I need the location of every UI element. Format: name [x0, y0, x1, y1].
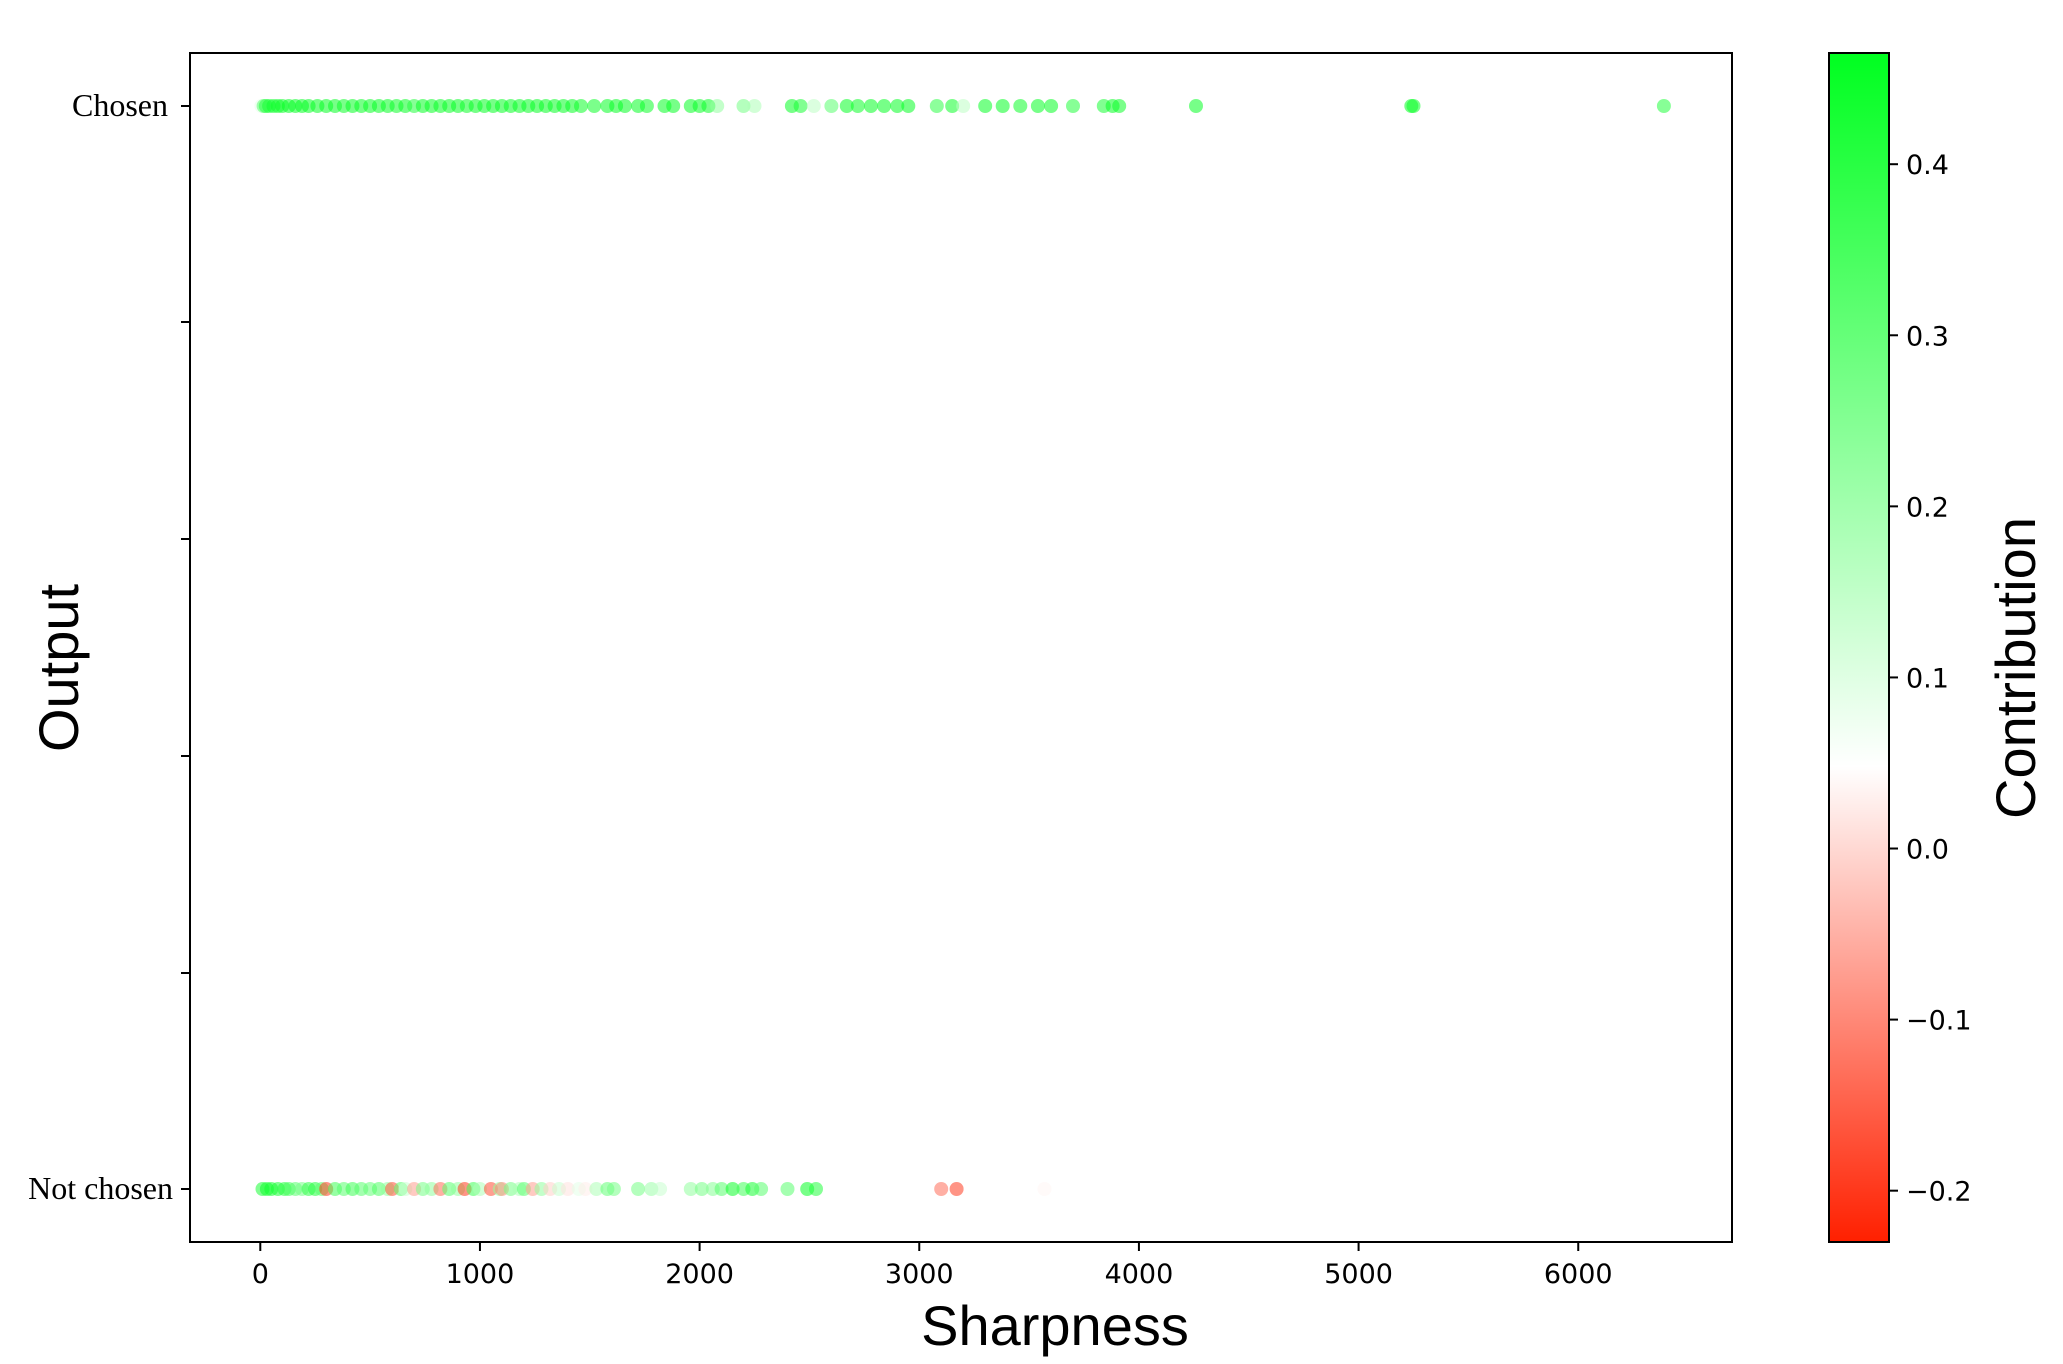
colorbar-axis: −0.2 −0.1 0.0 0.1 0.2 0.3 0.4: [1889, 150, 1972, 1208]
data-point: [934, 1182, 949, 1196]
data-point: [587, 99, 602, 113]
data-point: [714, 1182, 729, 1196]
data-point: [754, 1182, 769, 1196]
colorbar-tick-label: −0.2: [1906, 1177, 1972, 1208]
x-tick-label: 2000: [665, 1259, 734, 1290]
plot-area: [190, 53, 1732, 1242]
data-point: [560, 1182, 575, 1196]
x-tick-label: 6000: [1544, 1259, 1613, 1290]
x-tick-label: 1000: [446, 1259, 515, 1290]
data-point: [639, 99, 654, 113]
data-point: [683, 1182, 698, 1196]
data-point: [978, 99, 993, 113]
data-point: [578, 1182, 593, 1196]
data-point: [890, 99, 905, 113]
data-point: [1030, 99, 1045, 113]
points-layer: [254, 99, 1671, 1196]
data-point: [1037, 1182, 1052, 1196]
data-point: [929, 99, 944, 113]
colorbar-title: Contribution: [1984, 517, 2047, 819]
data-point: [653, 1182, 668, 1196]
data-point: [1112, 99, 1127, 113]
x-tick-label: 5000: [1324, 1259, 1393, 1290]
colorbar-tick-label: −0.1: [1906, 1006, 1972, 1037]
data-point: [839, 99, 854, 113]
colorbar-tick-label: 0.1: [1906, 663, 1949, 694]
data-point: [863, 99, 878, 113]
colorbar-tick-label: 0.4: [1906, 150, 1949, 181]
data-point: [1066, 99, 1080, 113]
data-point: [725, 1182, 740, 1196]
colorbar-tick-label: 0.3: [1906, 321, 1949, 352]
data-point: [747, 99, 762, 113]
colorbar-tick-label: 0.2: [1906, 492, 1949, 523]
data-point: [1406, 99, 1421, 113]
y-axis: Chosen Not chosen: [28, 87, 190, 1206]
data-point: [995, 99, 1010, 113]
data-point: [631, 1182, 646, 1196]
data-point: [710, 99, 725, 113]
data-point: [1044, 99, 1059, 113]
x-tick-label: 4000: [1105, 1259, 1174, 1290]
data-point: [1189, 99, 1203, 113]
data-point: [793, 99, 808, 113]
data-point: [1057, 1182, 1072, 1196]
data-point: [736, 99, 751, 113]
data-point: [850, 99, 865, 113]
plot-frame: [189, 52, 1733, 1243]
x-tick-label: 0: [252, 1259, 269, 1290]
data-point: [809, 1182, 823, 1196]
data-point: [606, 1182, 621, 1196]
data-point: [472, 1182, 487, 1196]
x-axis: 0 1000 2000 3000 4000 5000 6000: [252, 1242, 1613, 1290]
data-point: [824, 99, 839, 113]
data-point: [1013, 99, 1028, 113]
data-point: [877, 99, 892, 113]
data-point: [945, 99, 960, 113]
data-point: [901, 99, 916, 113]
data-point: [956, 99, 971, 113]
data-point: [589, 1182, 604, 1196]
y-tick-label-not-chosen: Not chosen: [28, 1170, 173, 1206]
data-point: [806, 99, 821, 113]
y-axis-title: Output: [27, 584, 90, 753]
data-point: [780, 1182, 795, 1196]
data-point: [666, 99, 681, 113]
data-point: [1656, 99, 1671, 113]
x-tick-label: 3000: [885, 1259, 954, 1290]
colorbar: [1828, 52, 1890, 1243]
data-point: [694, 1182, 709, 1196]
data-point: [949, 1182, 964, 1196]
data-point: [574, 99, 588, 113]
y-tick-label-chosen: Chosen: [72, 87, 168, 123]
x-axis-title: Sharpness: [921, 1294, 1189, 1357]
data-point: [617, 99, 632, 113]
colorbar-tick-label: 0.0: [1906, 835, 1949, 866]
